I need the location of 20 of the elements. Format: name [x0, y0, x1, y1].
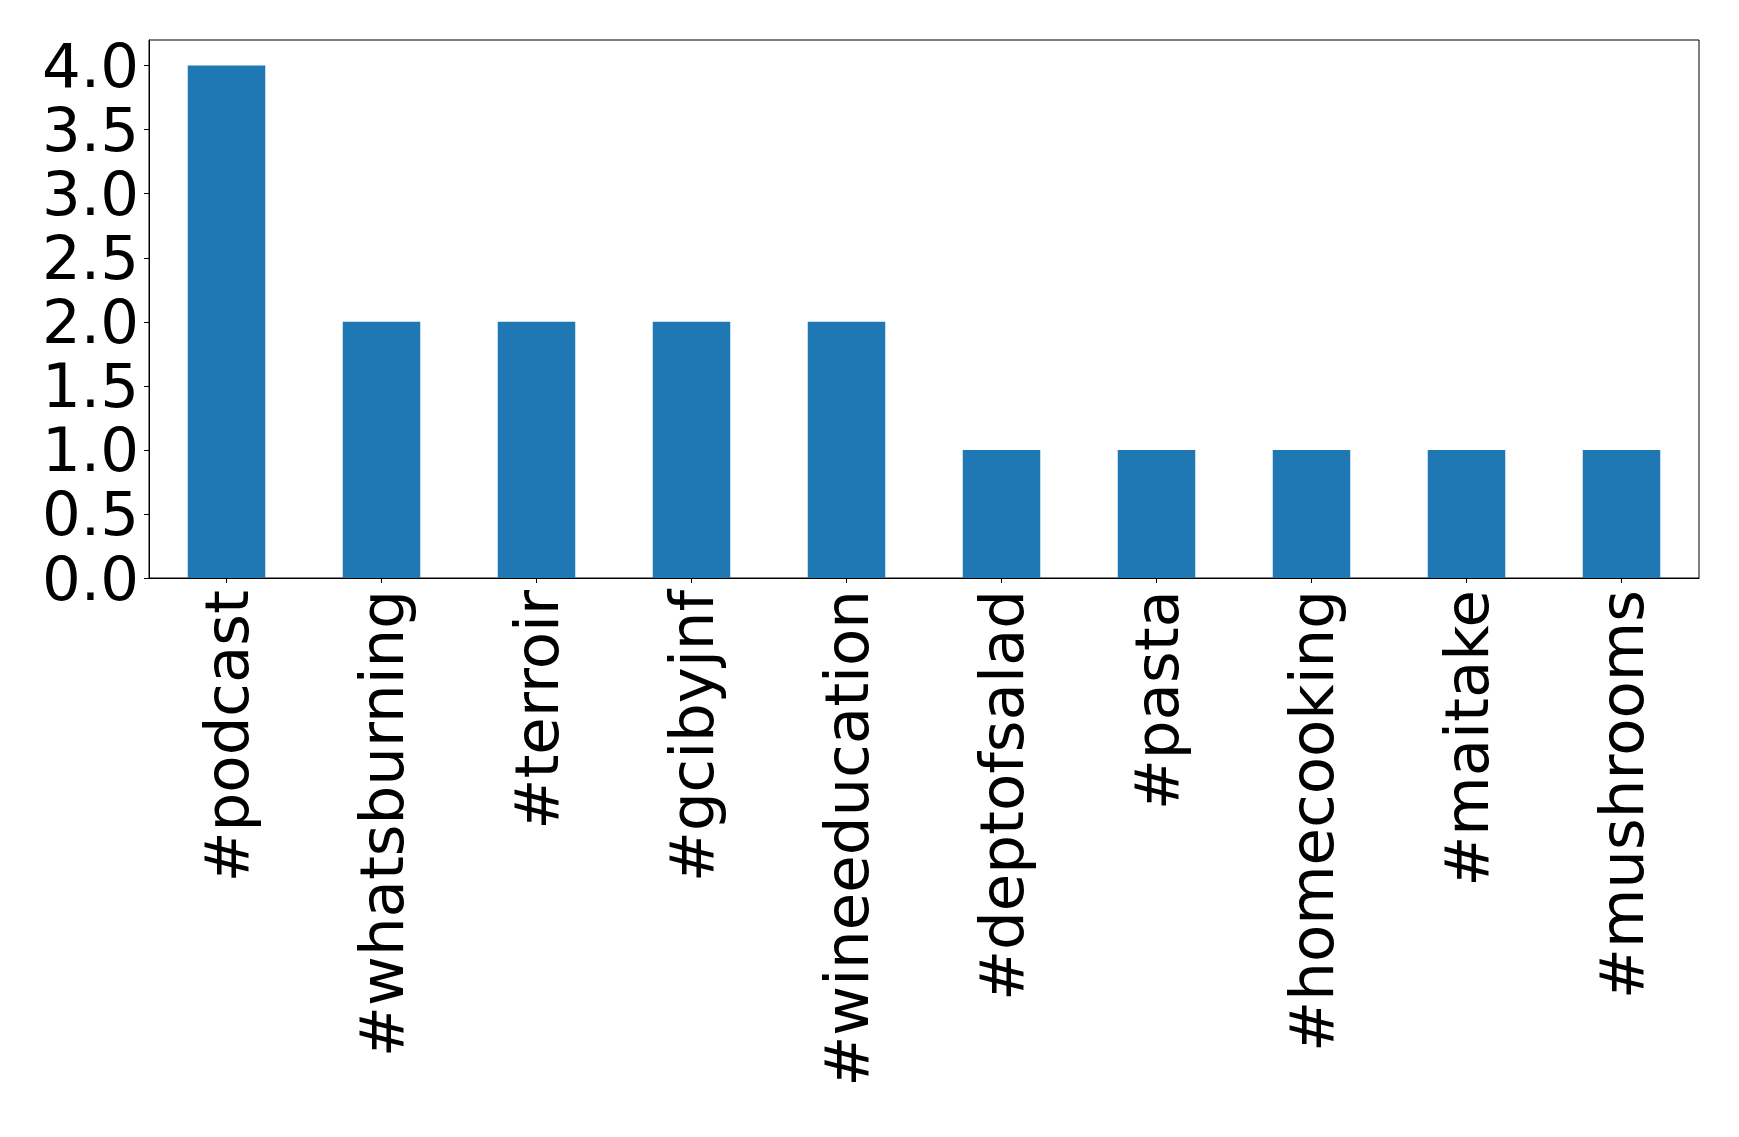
x-tick-label: #mushrooms — [1586, 590, 1657, 1000]
x-tick-label: #whatsburning — [346, 590, 417, 1058]
bar — [1117, 449, 1196, 578]
bar — [342, 321, 421, 578]
bar — [1272, 449, 1351, 578]
bar — [652, 321, 731, 578]
x-tick-label: #wineeducation — [811, 590, 882, 1087]
x-tick-label: #gcibyjnf — [656, 588, 727, 883]
x-tick-label: #podcast — [191, 590, 262, 883]
bar — [497, 321, 576, 578]
bar — [187, 65, 266, 578]
x-tick-label: #homecooking — [1276, 590, 1347, 1052]
bar — [807, 321, 886, 578]
bar — [962, 449, 1041, 578]
bar — [1582, 449, 1661, 578]
x-tick-label: #maitake — [1431, 590, 1502, 887]
bar — [1427, 449, 1506, 578]
x-tick-label: #deptofsalad — [966, 590, 1037, 1002]
x-tick-label: #terroir — [501, 589, 572, 830]
x-tick-label: #pasta — [1121, 590, 1192, 811]
